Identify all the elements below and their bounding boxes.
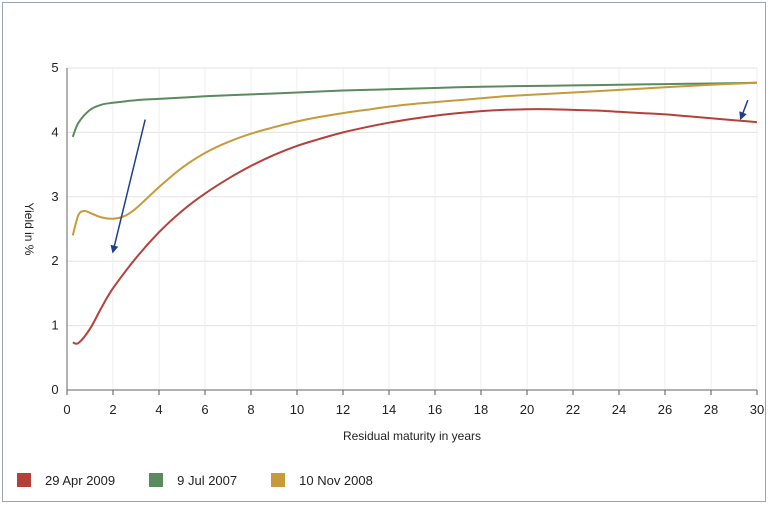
x-tick-label: 10 — [290, 402, 304, 417]
annotation-arrow — [110, 119, 146, 254]
legend-item[interactable]: 29 Apr 2009 — [17, 473, 115, 488]
y-tick-label: 4 — [51, 124, 58, 139]
x-tick-label: 16 — [428, 402, 442, 417]
x-tick-label: 0 — [63, 402, 70, 417]
y-tick-label: 1 — [51, 318, 58, 333]
annotation-arrow — [739, 99, 749, 121]
x-tick-label: 30 — [750, 402, 764, 417]
x-tick-label: 20 — [520, 402, 534, 417]
x-tick-label: 2 — [109, 402, 116, 417]
x-tick-label: 18 — [474, 402, 488, 417]
series-group — [71, 81, 758, 345]
series-line — [71, 81, 758, 236]
y-tick-label: 3 — [51, 189, 58, 204]
x-tick-label: 4 — [155, 402, 162, 417]
chart-frame: 0 1 2 3 4 5 0 2 4 6 8 10 12 14 16 18 20 22 24 26 28 30 Residu… — [2, 2, 766, 502]
x-tick-label: 12 — [336, 402, 350, 417]
x-tick-label: 22 — [566, 402, 580, 417]
x-tick-label: 14 — [382, 402, 396, 417]
series-line — [71, 81, 758, 138]
legend-label: 9 Jul 2007 — [177, 472, 238, 488]
x-tick-label: 26 — [658, 402, 672, 417]
y-axis-label: Yield in % — [22, 203, 36, 256]
annotations — [110, 99, 749, 254]
legend-label: 29 Apr 2009 — [45, 472, 116, 488]
x-tick-label: 28 — [704, 402, 718, 417]
legend-label: 10 Nov 2008 — [299, 472, 373, 488]
x-tick-label: 24 — [612, 402, 626, 417]
legend-item[interactable]: 10 Nov 2008 — [271, 473, 373, 488]
legend-swatch — [271, 473, 286, 487]
x-tick-label: 6 — [201, 402, 208, 417]
y-tick-label: 5 — [51, 60, 58, 75]
y-tick-label: 2 — [51, 253, 58, 268]
legend-swatch — [149, 473, 164, 487]
legend: 29 Apr 2009 9 Jul 2007 10 Nov 2008 — [17, 470, 407, 490]
x-tick-label: 8 — [247, 402, 254, 417]
series-line — [72, 108, 758, 345]
legend-swatch — [17, 473, 31, 487]
legend-item[interactable]: 9 Jul 2007 — [149, 473, 237, 488]
x-axis-label: Residual maturity in years — [343, 429, 481, 443]
grid — [67, 67, 758, 390]
y-tick-label: 0 — [51, 382, 58, 397]
